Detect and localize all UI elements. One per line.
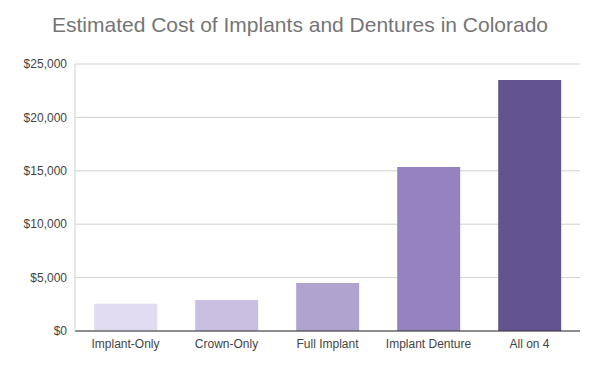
svg-text:Full Implant: Full Implant — [296, 337, 359, 351]
svg-text:$25,000: $25,000 — [24, 57, 68, 71]
svg-text:Implant Denture: Implant Denture — [386, 337, 472, 351]
svg-text:$10,000: $10,000 — [24, 217, 68, 231]
svg-text:Implant-Only: Implant-Only — [91, 337, 159, 351]
svg-text:$0: $0 — [54, 324, 68, 338]
svg-text:$15,000: $15,000 — [24, 164, 68, 178]
html-text:Estimated Cost of Implants and: Estimated Cost of Implants and Dentures … — [52, 13, 548, 36]
svg-text:$20,000: $20,000 — [24, 111, 68, 125]
svg-text:All on 4: All on 4 — [509, 337, 549, 351]
svg-text:Crown-Only: Crown-Only — [195, 337, 258, 351]
svg-text:$5,000: $5,000 — [30, 271, 67, 285]
